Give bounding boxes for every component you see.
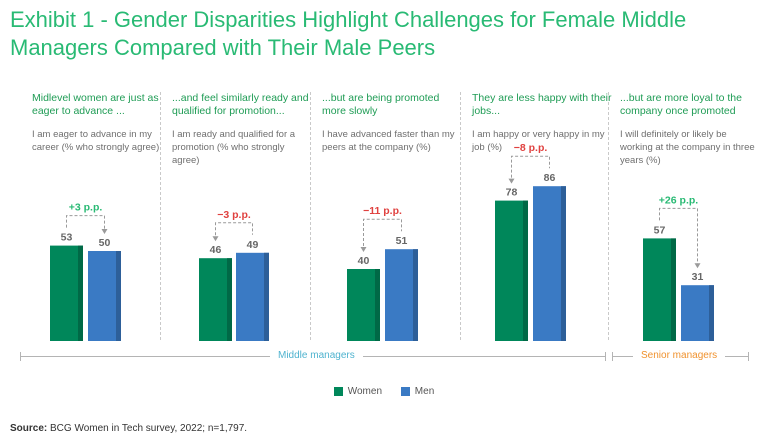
panel-question: I will definitely or likely be working a… [620, 129, 755, 166]
group-bracket-cap [748, 352, 749, 361]
bar-men-value: 50 [99, 237, 111, 249]
gap-arrowhead [212, 236, 219, 242]
bar-men [385, 249, 418, 341]
panel-divider [310, 92, 311, 340]
bar-women-side [78, 245, 83, 341]
legend: Women Men [0, 386, 768, 399]
panel-promoted: ...but are being promoted more slowly I … [322, 92, 462, 154]
bar-women [495, 200, 528, 341]
bar-women-value: 40 [358, 255, 370, 267]
bar-men [88, 251, 121, 341]
gap-label: +3 p.p. [69, 202, 103, 214]
bar-women-side [375, 269, 380, 341]
panel-question: I am ready and qualified for a promotion… [172, 129, 296, 166]
bar-men-side [116, 251, 121, 341]
gap-label: +26 p.p. [659, 194, 698, 206]
bar-men-side [264, 252, 269, 341]
panel-divider [608, 92, 609, 340]
source-text: BCG Women in Tech survey, 2022; n=1,797. [47, 423, 248, 434]
panel-divider [460, 92, 461, 340]
panel-headline: ...but are being promoted more slowly [322, 92, 440, 117]
panel-headline: ...but are more loyal to the company onc… [620, 92, 742, 117]
gap-arrowhead [694, 263, 701, 269]
bar-women-value: 78 [506, 187, 518, 199]
panel-question: I have advanced faster than my peers at … [322, 129, 455, 153]
bar-women-value: 46 [210, 244, 222, 256]
legend-label-men: Men [414, 386, 435, 397]
gap-label: −8 p.p. [514, 142, 548, 154]
gap-arrowhead [101, 229, 108, 234]
bar-women-side [227, 258, 232, 341]
panel-headline: They are less happy with their jobs... [472, 92, 612, 117]
bar-men [533, 186, 566, 341]
bar-women [199, 258, 232, 341]
gap-arrowhead [508, 178, 515, 184]
panel-question: I am eager to advance in my career (% wh… [32, 129, 160, 153]
bar-men-side [709, 285, 714, 341]
panel-divider [160, 92, 161, 340]
bar-women [347, 269, 380, 341]
panel-loyal: ...but are more loyal to the company onc… [620, 92, 760, 167]
middle-managers-label: Middle managers [270, 350, 363, 362]
bar-men-value: 31 [692, 271, 704, 283]
panel-question: I am happy or very happy in my job (%) [472, 129, 605, 153]
bar-women-side [523, 200, 528, 341]
bar-women [643, 238, 676, 341]
legend-item-women: Women [333, 386, 383, 397]
bar-men [681, 285, 714, 341]
panel-headline: ...and feel similarly ready and qualifie… [172, 92, 309, 117]
legend-swatch-men [400, 387, 410, 396]
gap-arrowhead [360, 247, 367, 252]
source-note: Source: BCG Women in Tech survey, 2022; … [10, 423, 247, 434]
legend-swatch-women [333, 387, 343, 396]
panel-headline: Midlevel women are just as eager to adva… [32, 92, 159, 117]
gap-label: −11 p.p. [363, 205, 402, 217]
panel-eager: Midlevel women are just as eager to adva… [32, 92, 172, 154]
exhibit-title: Exhibit 1 - Gender Disparities Highlight… [10, 7, 687, 60]
gap-connector [511, 155, 550, 183]
group-bracket-cap [605, 352, 606, 361]
gap-connector [659, 207, 698, 268]
bar-women-side [671, 238, 676, 341]
legend-item-men: Men [400, 386, 435, 397]
bar-women [50, 245, 83, 341]
gap-label: −3 p.p. [217, 209, 251, 221]
bar-men-value: 86 [544, 172, 556, 184]
legend-label-women: Women [347, 386, 383, 397]
bar-men-value: 49 [247, 239, 259, 251]
bar-men-value: 51 [396, 235, 408, 247]
bar-men [236, 252, 269, 341]
panel-happy: They are less happy with their jobs... I… [472, 92, 612, 154]
bar-women-value: 57 [654, 224, 666, 236]
bar-women-value: 53 [61, 232, 73, 244]
gap-connector [215, 222, 253, 241]
panel-ready: ...and feel similarly ready and qualifie… [172, 92, 312, 167]
gap-connector [363, 218, 402, 251]
senior-managers-label: Senior managers [633, 350, 726, 362]
gap-connector [66, 215, 105, 233]
bar-men-side [413, 249, 418, 341]
source-label: Source: [10, 423, 48, 434]
bar-men-side [561, 186, 566, 341]
